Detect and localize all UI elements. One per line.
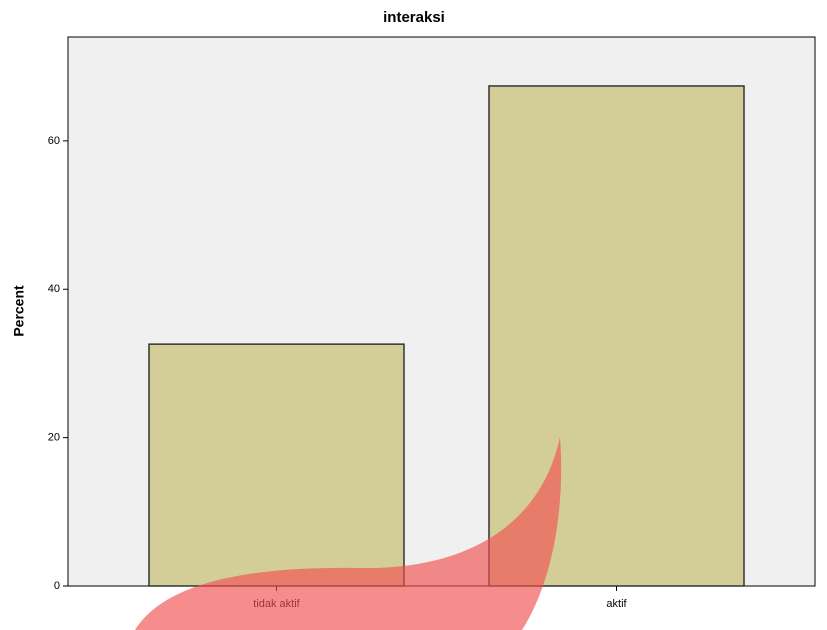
y-tick-label: 20: [48, 432, 60, 444]
y-tick-label: 0: [54, 580, 60, 592]
decorative-swoosh: [135, 437, 562, 630]
chart-title: interaksi: [383, 9, 445, 26]
y-axis-label: Percent: [11, 285, 27, 337]
x-tick-label: aktif: [606, 598, 627, 610]
y-tick-label: 40: [48, 283, 60, 295]
bar: [148, 343, 405, 587]
y-tick-label: 60: [48, 135, 60, 147]
